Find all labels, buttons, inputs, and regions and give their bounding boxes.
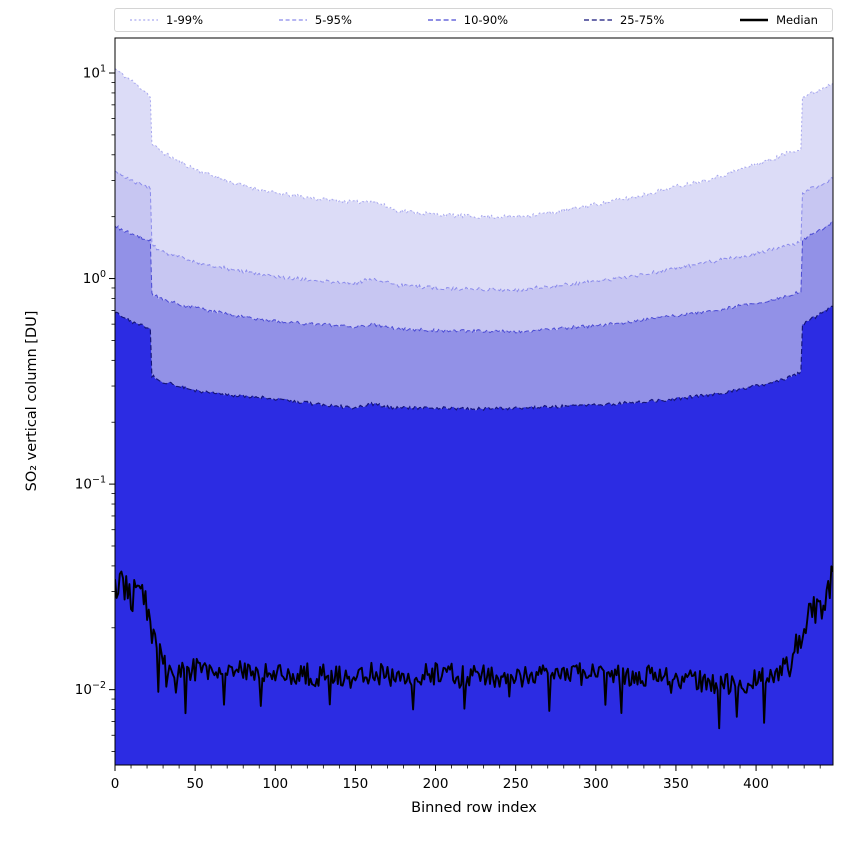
legend: 1-99% 5-95% 10-90% 25-75% Median xyxy=(114,8,833,32)
band-edge-1-99% xyxy=(115,68,833,220)
band-fill-25-75% xyxy=(115,306,833,765)
x-tick-label: 400 xyxy=(743,776,769,792)
x-tick-label: 100 xyxy=(262,776,288,792)
x-axis-label: Binned row index xyxy=(411,800,537,816)
legend-label: 10-90% xyxy=(463,13,509,27)
y-tick-label: 10−2 xyxy=(75,680,106,698)
y-axis-label: SO₂ vertical column [DU] xyxy=(24,311,40,492)
x-tick-label: 250 xyxy=(503,776,529,792)
axes: 0 50 100 150 200 250 300 350 400 10−2 10−1 100 101 xyxy=(75,37,834,792)
x-tick-label: 350 xyxy=(663,776,689,792)
x-tick-label: 200 xyxy=(423,776,449,792)
band-edge-5-95% xyxy=(115,170,833,293)
legend-item-median: Median xyxy=(739,13,818,27)
legend-item-5-95: 5-95% xyxy=(278,13,352,27)
legend-item-25-75: 25-75% xyxy=(583,13,664,27)
legend-line-sample-1-99 xyxy=(130,19,158,21)
legend-label: 5-95% xyxy=(314,13,352,27)
plot-frame xyxy=(114,37,834,766)
legend-line-sample-25-75 xyxy=(583,19,612,21)
x-tick-label: 50 xyxy=(187,776,204,792)
median-line xyxy=(115,565,833,730)
y-tick-label: 100 xyxy=(83,269,106,287)
legend-line-sample-5-95 xyxy=(278,19,307,21)
legend-label: 25-75% xyxy=(619,13,665,27)
band-edge-25-75% xyxy=(115,305,833,412)
legend-label: Median xyxy=(776,13,818,27)
y-tick-label: 10−1 xyxy=(75,475,106,493)
band-edges xyxy=(115,68,833,730)
x-tick-label: 0 xyxy=(111,776,120,792)
percentile-bands xyxy=(115,68,833,765)
legend-item-10-90: 10-90% xyxy=(427,13,508,27)
legend-label: 1-99% xyxy=(166,13,204,27)
x-tick-label: 300 xyxy=(583,776,609,792)
legend-item-1-99: 1-99% xyxy=(129,13,203,27)
x-tick-label: 150 xyxy=(343,776,369,792)
legend-line-sample-10-90 xyxy=(427,19,456,21)
y-tick-label: 101 xyxy=(83,63,106,81)
band-edge-10-90% xyxy=(115,220,833,334)
legend-line-sample-median xyxy=(740,18,769,22)
